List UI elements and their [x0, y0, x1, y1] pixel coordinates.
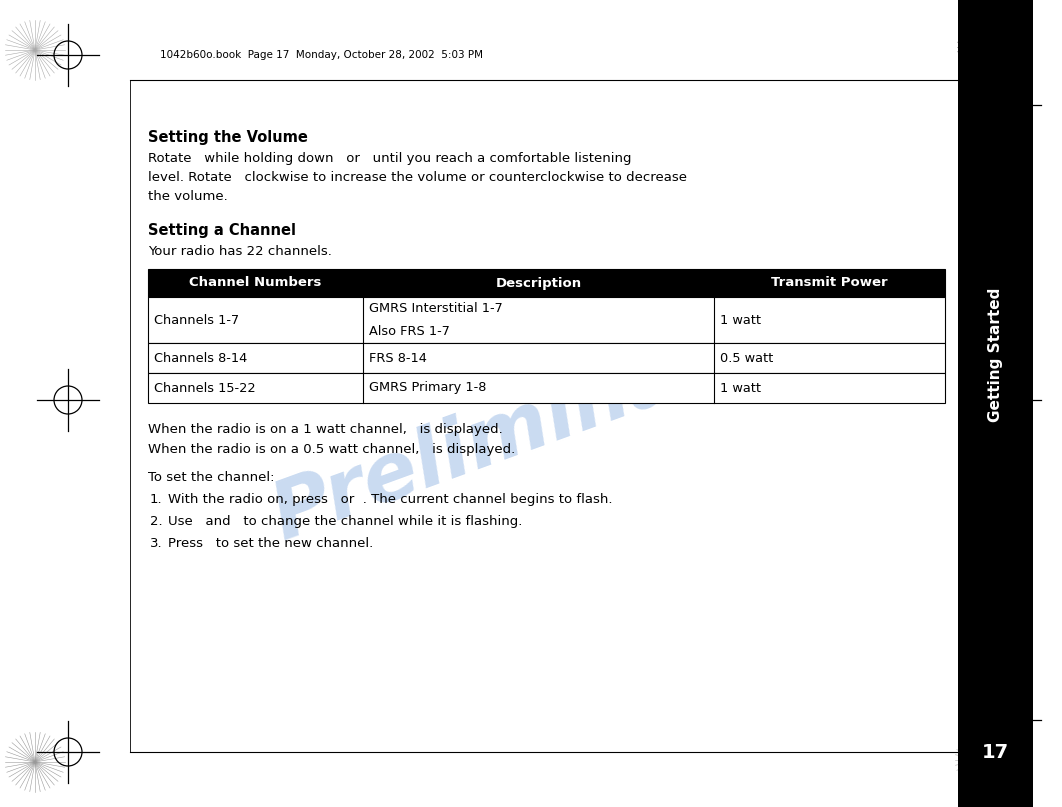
Text: Also FRS 1-7: Also FRS 1-7 — [370, 325, 450, 338]
Text: Channels 15-22: Channels 15-22 — [154, 382, 256, 395]
Text: GMRS Primary 1-8: GMRS Primary 1-8 — [370, 382, 486, 395]
Text: Use   and   to change the channel while it is flashing.: Use and to change the channel while it i… — [168, 515, 523, 528]
Text: To set the channel:: To set the channel: — [148, 471, 274, 484]
Text: Setting a Channel: Setting a Channel — [148, 223, 296, 238]
Text: 1 watt: 1 watt — [720, 382, 760, 395]
Text: Channels 1-7: Channels 1-7 — [154, 313, 239, 327]
Bar — [148, 297, 945, 343]
Text: Channels 8-14: Channels 8-14 — [154, 352, 247, 365]
Text: 1042b60o.book  Page 17  Monday, October 28, 2002  5:03 PM: 1042b60o.book Page 17 Monday, October 28… — [160, 50, 483, 60]
Text: level. Rotate   clockwise to increase the volume or counterclockwise to decrease: level. Rotate clockwise to increase the … — [148, 171, 687, 184]
Text: GMRS Interstitial 1-7: GMRS Interstitial 1-7 — [370, 302, 503, 315]
Text: Rotate   while holding down   or   until you reach a comfortable listening: Rotate while holding down or until you r… — [148, 152, 632, 165]
Text: Press   to set the new channel.: Press to set the new channel. — [168, 537, 373, 550]
Text: Transmit Power: Transmit Power — [771, 277, 888, 290]
Text: With the radio on, press   or  . The current channel begins to flash.: With the radio on, press or . The curren… — [168, 493, 613, 506]
Text: 1 watt: 1 watt — [720, 313, 760, 327]
Text: Your radio has 22 channels.: Your radio has 22 channels. — [148, 245, 331, 258]
Text: When the radio is on a 1 watt channel,   is displayed.: When the radio is on a 1 watt channel, i… — [148, 423, 502, 436]
Text: FRS 8-14: FRS 8-14 — [370, 352, 427, 365]
Text: the volume.: the volume. — [148, 190, 227, 203]
Text: When the radio is on a 0.5 watt channel,   is displayed.: When the radio is on a 0.5 watt channel,… — [148, 443, 515, 456]
Text: Description: Description — [496, 277, 582, 290]
Bar — [148, 373, 945, 403]
Bar — [148, 269, 945, 297]
Text: 0.5 watt: 0.5 watt — [720, 352, 773, 365]
Text: 1.: 1. — [150, 493, 162, 506]
Text: Setting the Volume: Setting the Volume — [148, 130, 308, 145]
Bar — [148, 343, 945, 373]
Text: 17: 17 — [982, 742, 1009, 762]
Bar — [958, 0, 1033, 807]
Text: 2.: 2. — [150, 515, 162, 528]
Text: Getting Started: Getting Started — [988, 288, 1003, 422]
Text: Channel Numbers: Channel Numbers — [189, 277, 322, 290]
Text: 3.: 3. — [150, 537, 162, 550]
Text: Preliminary: Preliminary — [261, 304, 778, 556]
